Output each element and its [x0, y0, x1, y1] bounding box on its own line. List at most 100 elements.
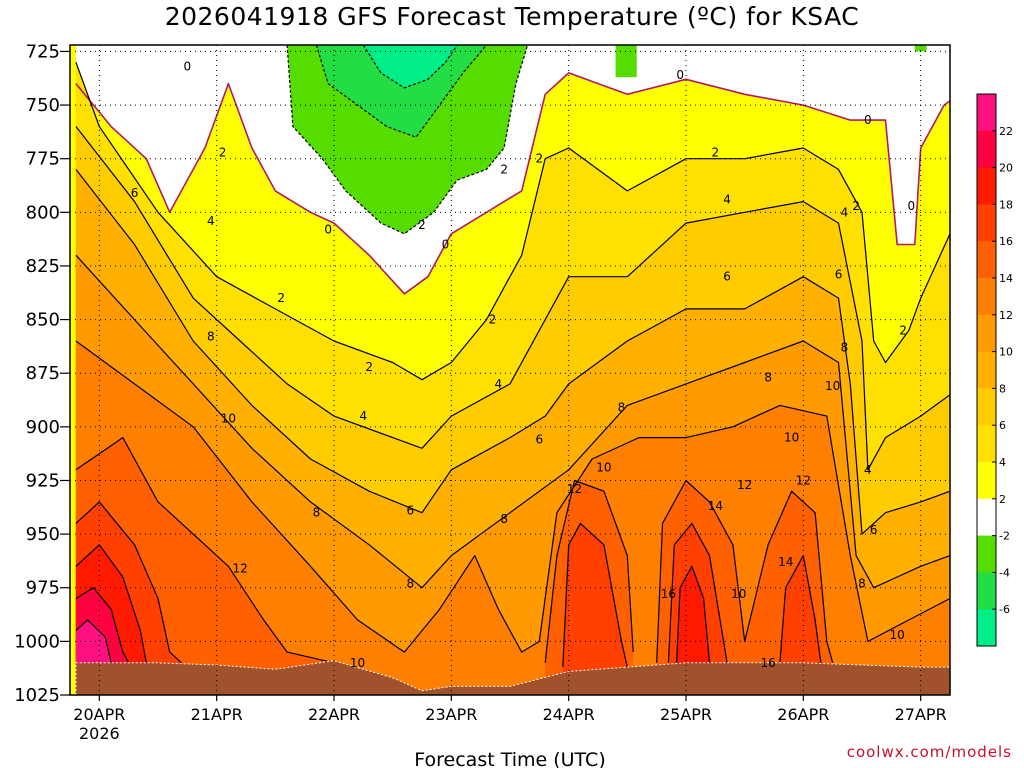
contour-label-9: 2	[418, 218, 426, 232]
x-tick-label-3: 23APR	[425, 705, 477, 724]
plot-background	[70, 45, 950, 696]
plot-frame	[69, 44, 951, 696]
y-tick-label-875: 875	[26, 363, 60, 384]
contour-label-38: 10	[596, 461, 611, 475]
contour-line-14-10	[562, 522, 628, 668]
x-tick-label-2: 22APR	[308, 705, 360, 724]
contour-label-12: 2	[536, 152, 544, 166]
colorbar-swatch-0	[977, 94, 996, 132]
x-tick-label-4: 24APR	[543, 705, 595, 724]
colorbar-swatch-10	[977, 462, 996, 500]
colorbar-swatch-14	[977, 609, 996, 647]
contour-label-28: 8	[207, 330, 215, 344]
colorbar-swatch-4	[977, 241, 996, 279]
contour-line-16-13	[75, 544, 147, 663]
contour-label-47: 14	[708, 499, 723, 513]
contour-label-37: 10	[350, 656, 365, 670]
colorbar-label-5: 12	[999, 309, 1013, 322]
y-tick-label-1025: 1025	[14, 685, 60, 706]
y-tick-label-825: 825	[26, 256, 60, 277]
colorbar-swatch-9	[977, 425, 996, 463]
contour-label-34: 8	[841, 340, 849, 354]
contour-line-8-4	[75, 254, 950, 589]
band-pocket-14-4	[562, 523, 628, 695]
contour-label-46: 12	[796, 473, 811, 487]
contour-label-13: 2	[712, 145, 720, 159]
contour-label-0: 0	[184, 59, 192, 73]
contour-label-11: 2	[500, 162, 508, 176]
contour-label-23: 6	[406, 504, 414, 518]
contour-label-39: 10	[731, 587, 746, 601]
band-pocket-14-6	[779, 555, 821, 695]
contour-label-31: 8	[500, 512, 508, 526]
colorbar-label-10: 2	[999, 493, 1006, 506]
y-tick-label-775: 775	[26, 149, 60, 170]
colorbar-label-4: 14	[999, 272, 1013, 285]
contour-label-43: 12	[232, 561, 247, 575]
contour-line-14-11	[667, 522, 728, 663]
colorbar-swatch-6	[977, 314, 996, 353]
contour-label-25: 6	[723, 270, 731, 284]
colorbar-swatch-3	[977, 204, 996, 242]
contour-label-48: 14	[778, 555, 793, 569]
contour-label-41: 10	[825, 379, 840, 393]
contour-line-16-14	[676, 565, 711, 663]
colorbar-swatch-1	[977, 130, 996, 169]
contour-label-36: 10	[221, 411, 236, 425]
colorbar-label-2: 18	[999, 198, 1013, 211]
contour-label-49: 16	[661, 587, 676, 601]
colorbar-frame	[976, 93, 997, 647]
contour-label-10: 2	[489, 313, 497, 327]
contour-label-5: 0	[907, 199, 915, 213]
x-axis: 20APR 21APR 22APR 23APR 24APR 25APR 26APR 27APR…	[73, 695, 947, 743]
y-tick-label-1000: 1000	[14, 631, 60, 652]
contour-line-20-16	[75, 619, 112, 663]
x-tick-label-6: 26APR	[777, 705, 829, 724]
contour-label-26: 6	[835, 268, 843, 282]
contour-label-19: 4	[723, 192, 731, 206]
y-tick-label-925: 925	[26, 470, 60, 491]
ground-layer	[75, 660, 950, 695]
colorbar: 22 20 18 16 14 12 10 8 6 4 2 -2 -4 -6	[976, 93, 1013, 647]
contour-label-42: 10	[890, 628, 905, 642]
colorbar-label-13: -6	[999, 603, 1010, 616]
contour-label-17: 4	[360, 409, 368, 423]
x-tick-label-5: 25APR	[660, 705, 712, 724]
x-tick-label-1: 21APR	[191, 705, 243, 724]
contour-label-2: 0	[442, 238, 450, 252]
contour-line--6-19	[362, 45, 458, 89]
colorbar-label-1: 20	[999, 162, 1013, 175]
colorbar-label-8: 6	[999, 419, 1006, 432]
contour-label-6: 2	[219, 145, 227, 159]
contour-label-45: 12	[737, 478, 752, 492]
contour-lines	[75, 45, 950, 668]
y-tick-label-950: 950	[26, 524, 60, 545]
contour-label-50: 16	[760, 656, 775, 670]
x-axis-label: Forecast Time (UTC)	[414, 749, 605, 768]
contour-label-32: 8	[618, 401, 626, 415]
contour-label-1: 0	[324, 222, 332, 236]
colorbar-swatch-8	[977, 388, 996, 426]
x-tick-label-0: 20APR	[73, 705, 125, 724]
credit-label[interactable]: coolwx.com/models	[846, 743, 1012, 761]
colorbar-label-12: -4	[999, 566, 1010, 579]
contour-label-3: 0	[676, 68, 684, 82]
contour-label-16: 4	[207, 214, 215, 228]
contour-label-30: 8	[406, 576, 414, 590]
gridlines	[70, 45, 950, 695]
contour-label-27: 6	[870, 523, 878, 537]
band-cold-patch-2	[914, 45, 927, 52]
contour-label-7: 2	[277, 291, 285, 305]
y-axis: 725 750 775 800 825 850 875 900 925 950 975 1000 102…	[14, 41, 70, 706]
contour-line-12-7	[544, 479, 634, 663]
contour-label-22: 6	[131, 186, 139, 200]
contour-label-21: 4	[864, 463, 872, 477]
contour-label-8: 2	[365, 360, 373, 374]
y-tick-label-900: 900	[26, 417, 60, 438]
contour-label-20: 4	[841, 205, 849, 219]
contour-line-6-3	[75, 169, 950, 535]
colorbar-label-9: 4	[999, 456, 1006, 469]
contour-line-14-9	[75, 501, 182, 664]
